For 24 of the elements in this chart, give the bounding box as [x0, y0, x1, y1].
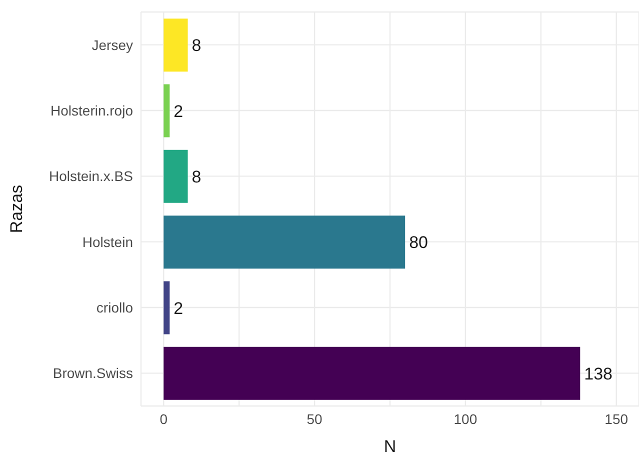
y-axis-title: Razas: [7, 184, 26, 234]
x-tick-label: 150: [604, 410, 628, 427]
bar: [164, 281, 170, 334]
x-tick-label: 50: [306, 410, 323, 427]
bar: [164, 346, 580, 400]
y-tick-label: Holstein: [82, 234, 133, 250]
data-label: 8: [192, 36, 202, 56]
bar: [164, 84, 170, 138]
y-tick-label: Brown.Swiss: [52, 365, 133, 382]
y-tick-label: Jersey: [92, 36, 133, 53]
y-tick-label: Holstein.x.BS: [48, 168, 133, 184]
data-label: 138: [584, 364, 613, 384]
bar: [164, 216, 406, 269]
x-tick-label: 0: [160, 410, 168, 427]
data-label: 2: [174, 102, 184, 121]
bar: [164, 18, 188, 72]
y-tick-label: criollo: [96, 299, 134, 316]
y-tick-label: Holsterin.rojo: [50, 102, 134, 118]
data-label: 8: [192, 167, 202, 186]
bar: [164, 150, 188, 203]
x-axis-title: N: [384, 437, 396, 456]
data-label: 2: [174, 298, 184, 318]
data-label: 80: [409, 233, 428, 252]
x-tick-label: 100: [454, 410, 478, 427]
